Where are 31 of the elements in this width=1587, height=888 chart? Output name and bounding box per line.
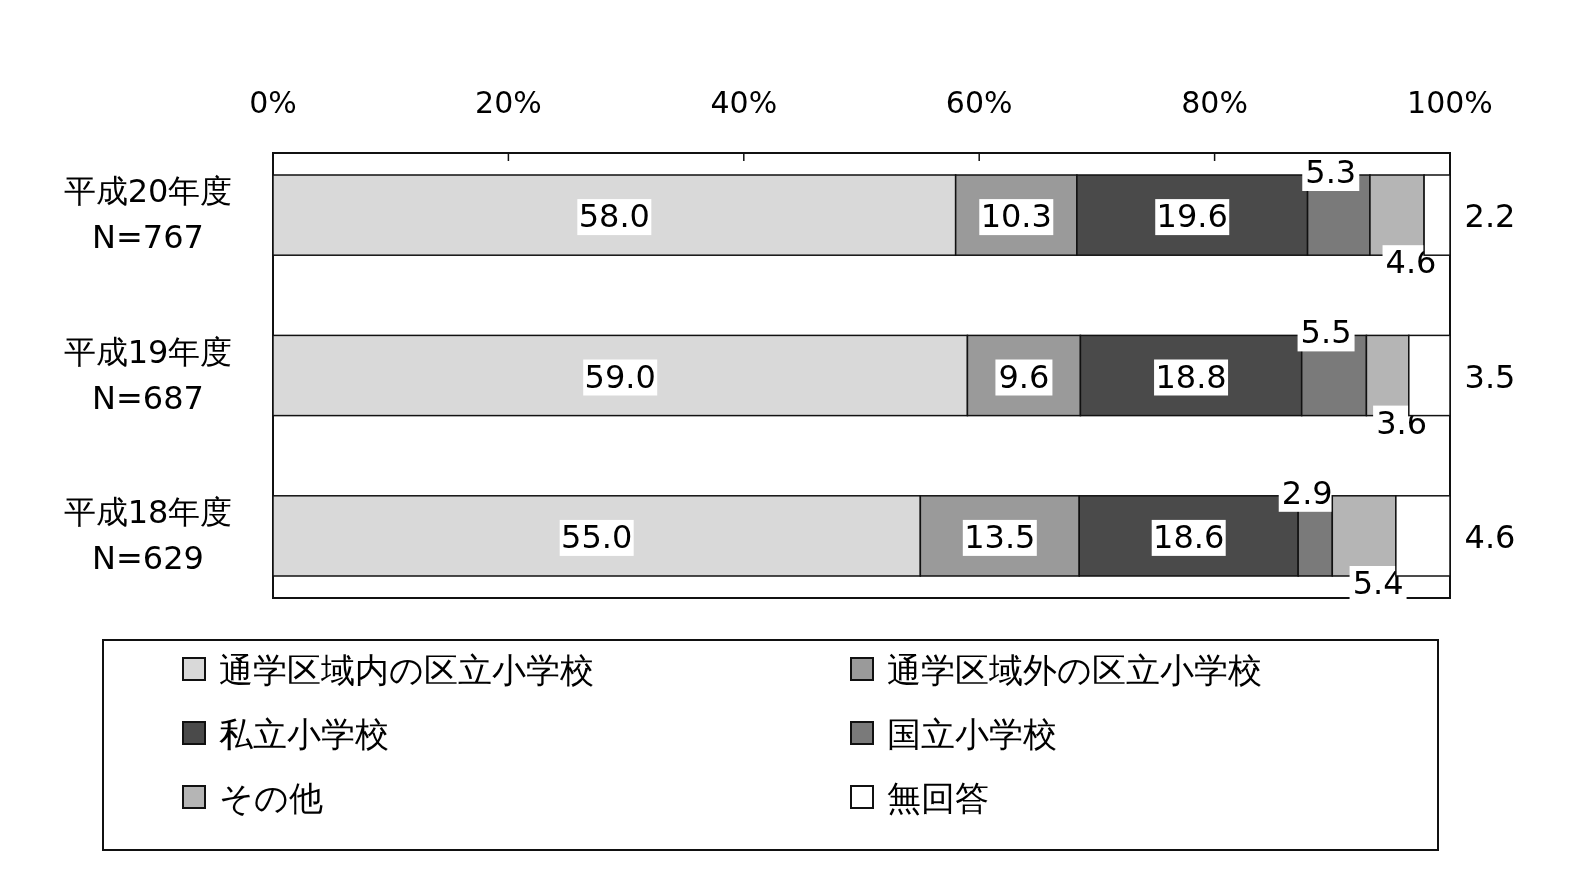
y-tick-label: 平成18年度 N=629 (63, 492, 233, 577)
legend-label: 国立小学校 (887, 714, 1057, 754)
legend-label: その他 (219, 778, 323, 818)
x-tick-label: 80% (1181, 85, 1248, 120)
data-label: 4.6 (1464, 517, 1516, 556)
data-label: 19.6 (1156, 197, 1228, 236)
data-label: 18.8 (1155, 357, 1227, 396)
x-tick-label: 20% (475, 85, 542, 120)
data-label: 3.5 (1464, 357, 1516, 396)
data-label: 55.0 (561, 517, 633, 556)
data-label: 2.9 (1281, 473, 1333, 512)
x-tick-label: 40% (710, 85, 778, 120)
y-tick-label: 平成20年度 N=767 (63, 172, 233, 257)
legend-label: 私立小学校 (219, 714, 389, 754)
data-label: 10.3 (980, 197, 1052, 236)
legend-label: 通学区域内の区立小学校 (219, 650, 594, 690)
data-label: 2.2 (1464, 197, 1516, 236)
x-tick-label: 0% (249, 85, 297, 120)
x-tick-label: 100% (1407, 85, 1493, 120)
data-label: 9.6 (998, 357, 1050, 396)
data-label: 5.3 (1305, 153, 1357, 191)
legend-label: 通学区域外の区立小学校 (887, 650, 1262, 690)
data-label: 18.6 (1153, 517, 1225, 556)
data-label: 59.0 (584, 357, 656, 396)
data-label: 5.4 (1352, 564, 1404, 602)
y-tick-label: 平成19年度 N=687 (63, 332, 233, 417)
data-label: 58.0 (578, 197, 650, 236)
x-tick-label: 60% (945, 85, 1013, 120)
legend-label: 無回答 (887, 778, 989, 818)
data-label: 13.5 (964, 517, 1036, 556)
data-label: 5.5 (1300, 313, 1352, 352)
